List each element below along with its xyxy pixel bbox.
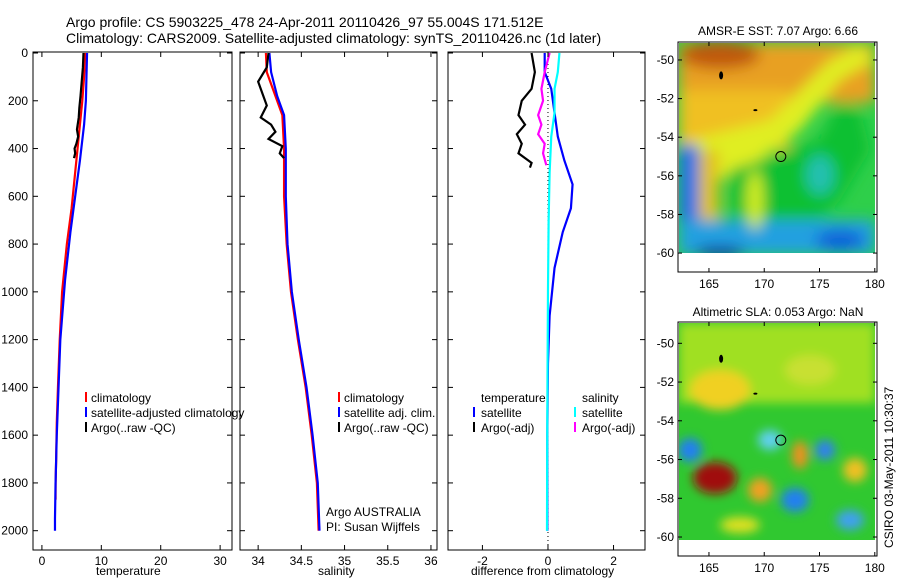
legend-swatch	[85, 422, 87, 432]
x-tick-label: 35	[338, 554, 352, 568]
lat-tick-label: -50	[657, 336, 675, 350]
island-campbell	[753, 392, 758, 395]
lon-tick-label: 165	[699, 277, 719, 291]
annotation-pi: PI: Susan Wijffels	[326, 520, 420, 534]
legend-argo: Argo(..raw -QC)	[344, 421, 429, 435]
argo-location-marker	[775, 151, 787, 163]
plot-frame	[32, 51, 233, 551]
y-tick-label: 200	[8, 94, 28, 108]
x-axis-label-salinity: salinity	[318, 564, 355, 578]
map-frame	[677, 321, 878, 557]
legend-salinity-header: salinity	[582, 391, 619, 405]
lat-tick-label: -60	[657, 530, 675, 544]
y-tick-label: 800	[8, 237, 28, 251]
y-tick-label: 0	[21, 46, 28, 60]
y-tick-label: 600	[8, 189, 28, 203]
x-tick-label: 20	[154, 554, 168, 568]
plot-frame	[447, 51, 646, 551]
x-axis-label-difference: difference from climatology	[471, 564, 614, 578]
lon-tick-label: 165	[699, 561, 719, 575]
legend-argo: Argo(..raw -QC)	[91, 421, 176, 435]
legend-climatology: climatology	[91, 391, 151, 405]
plot-frame	[239, 51, 438, 551]
lat-tick-label: -54	[657, 414, 675, 428]
lon-tick-label: 170	[754, 277, 774, 291]
y-tick-label: 2000	[1, 524, 28, 538]
legend-swatch	[574, 407, 576, 417]
x-tick-label: 0	[39, 554, 46, 568]
legend-swatch	[574, 422, 576, 432]
series-line-argo-raw-qc-	[256, 52, 285, 159]
legend-swatch	[473, 407, 475, 417]
island-auckland	[719, 71, 724, 80]
lon-tick-label: 180	[865, 277, 885, 291]
sst-map-image	[679, 43, 875, 254]
sla-map-image	[679, 323, 875, 540]
legend-temp-satellite: satellite	[481, 406, 522, 420]
legend-temperature-header: temperature	[481, 391, 546, 405]
series-line-temperature-argo-adj-	[515, 52, 536, 169]
legend-sal-satellite: satellite	[582, 406, 623, 420]
legend-swatch	[338, 392, 340, 402]
x-tick-label: 2	[610, 554, 617, 568]
x-tick-label: 34	[251, 554, 265, 568]
y-tick-label: 1200	[1, 333, 28, 347]
lon-tick-label: 175	[809, 561, 829, 575]
map-frame	[677, 41, 878, 273]
y-tick-label: 1400	[1, 380, 28, 394]
series-line-satellite-adj-clim-	[268, 52, 321, 531]
y-tick-label: 1000	[1, 285, 28, 299]
legend-climatology: climatology	[344, 391, 404, 405]
series-line-salinity-satellite	[545, 52, 561, 531]
x-tick-label: 35.5	[376, 554, 400, 568]
lat-tick-label: -54	[657, 130, 675, 144]
title-line-1: Argo profile: CS 5903225_478 24-Apr-2011…	[66, 14, 544, 30]
lon-tick-label: 170	[754, 561, 774, 575]
lon-tick-label: 175	[809, 277, 829, 291]
lat-tick-label: -52	[657, 375, 675, 389]
legend-satellite: satellite adj. clim.	[344, 406, 435, 420]
x-tick-label: 34.5	[290, 554, 314, 568]
lat-tick-label: -60	[657, 246, 675, 260]
series-line-satellite-adjusted-climatology	[53, 52, 89, 531]
lat-tick-label: -52	[657, 92, 675, 106]
x-tick-label: 30	[213, 554, 227, 568]
sla-map-title: Altimetric SLA: 0.053 Argo: NaN	[693, 305, 864, 319]
annotation-program: Argo AUSTRALIA	[326, 505, 421, 519]
lat-tick-label: -56	[657, 453, 675, 467]
lon-tick-label: 180	[865, 561, 885, 575]
title-line-2: Climatology: CARS2009. Satellite-adjuste…	[66, 30, 602, 46]
series-line-argo-raw-qc-	[72, 52, 85, 159]
legend-swatch	[473, 422, 475, 432]
argo-location-marker	[775, 434, 787, 446]
legend-swatch	[85, 392, 87, 402]
lat-tick-label: -50	[657, 53, 675, 67]
legend-swatch	[338, 407, 340, 417]
x-axis-label-temperature: temperature	[96, 564, 161, 578]
sst-map-title: AMSR-E SST: 7.07 Argo: 6.66	[698, 24, 858, 38]
legend-satellite: satellite-adjusted climatology	[91, 406, 244, 420]
side-timestamp: CSIRO 03-May-2011 10:30:37	[882, 386, 896, 548]
y-tick-label: 400	[8, 142, 28, 156]
series-line-salinity-argo-adj-	[536, 52, 551, 166]
lat-tick-label: -58	[657, 491, 675, 505]
island-campbell	[753, 109, 758, 112]
x-tick-label: 36	[424, 554, 438, 568]
x-tick-label: 0	[545, 554, 552, 568]
legend-swatch	[338, 422, 340, 432]
island-auckland	[719, 354, 724, 363]
lat-tick-label: -56	[657, 169, 675, 183]
lat-tick-label: -58	[657, 207, 675, 221]
series-line-climatology	[54, 52, 87, 500]
x-tick-label: 10	[95, 554, 109, 568]
legend-temp-argo: Argo(-adj)	[481, 421, 534, 435]
x-tick-label: -2	[477, 554, 488, 568]
y-tick-label: 1600	[1, 428, 28, 442]
legend-swatch	[85, 407, 87, 417]
legend-sal-argo: Argo(-adj)	[582, 421, 635, 435]
y-tick-label: 1800	[1, 476, 28, 490]
